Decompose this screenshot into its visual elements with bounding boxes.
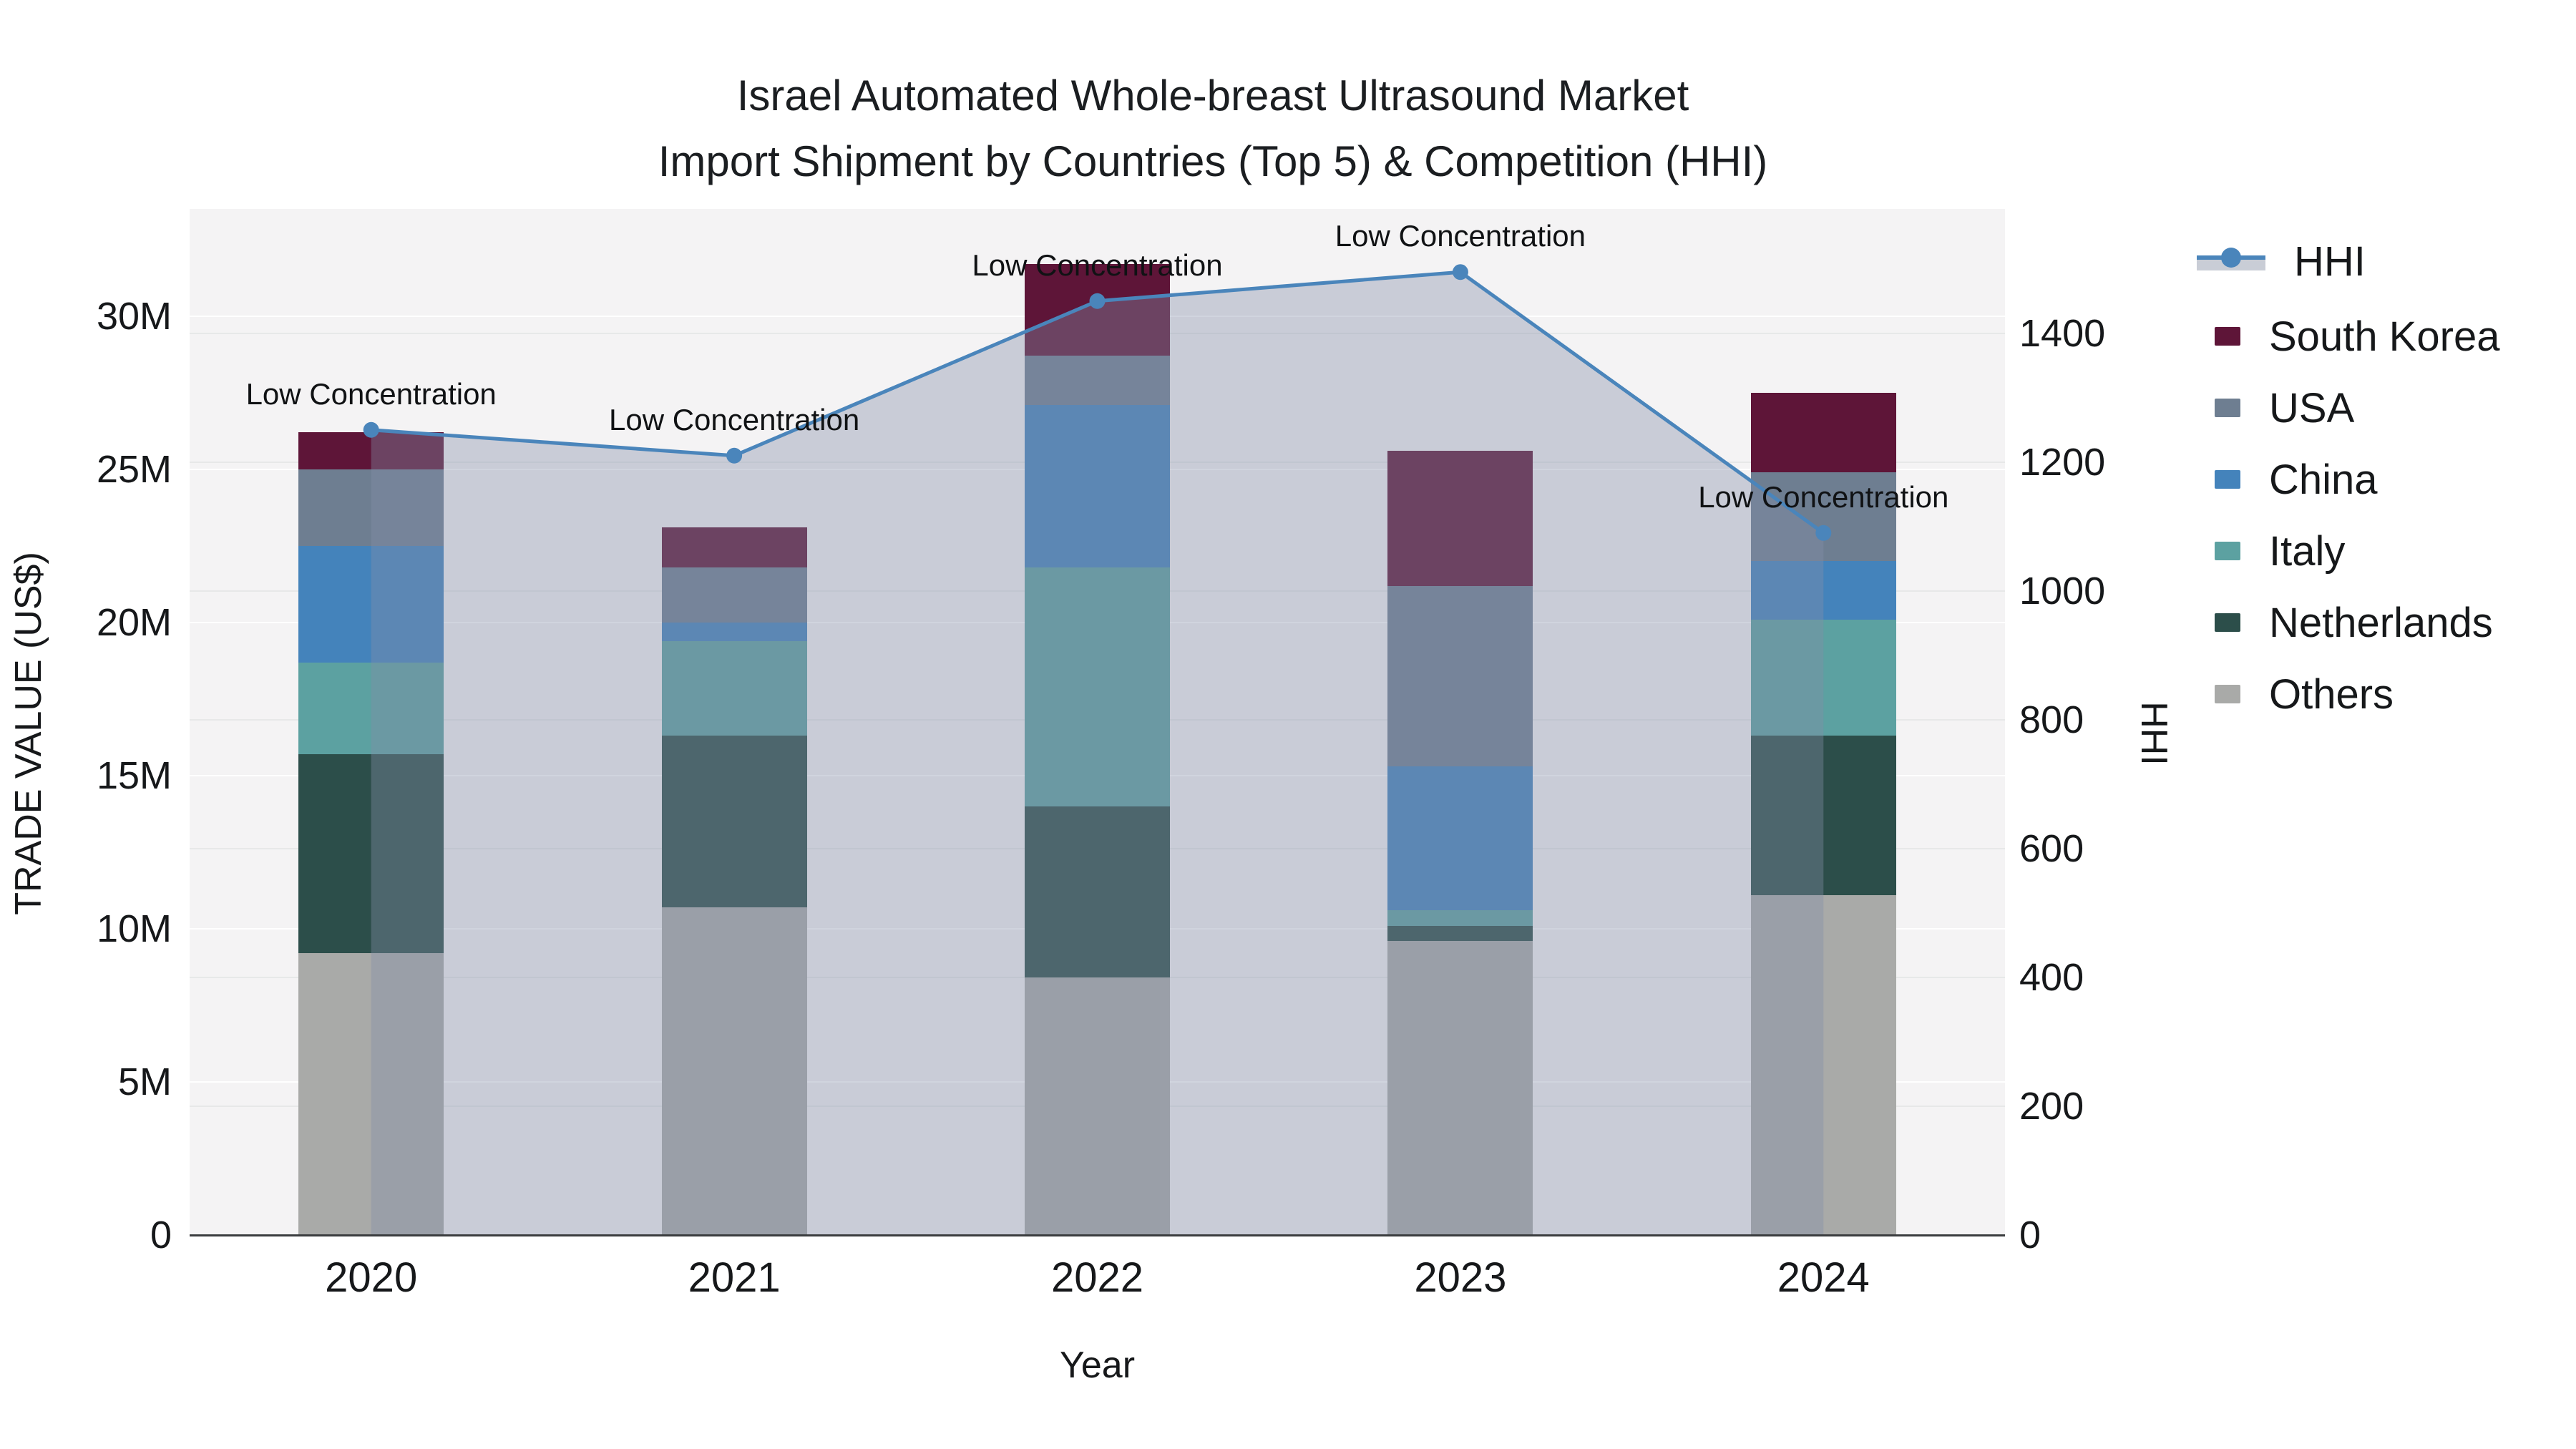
y-right-tick-0: 0	[2019, 1214, 2041, 1257]
y-right-tick-1200: 1200	[2019, 440, 2106, 484]
bar-segment-2021-others[interactable]	[661, 907, 807, 1235]
bar-segment-2022-south-korea[interactable]	[1025, 264, 1170, 356]
y-right-tick-400: 400	[2019, 955, 2084, 999]
hhi-line-overlay	[363, 264, 1832, 1235]
legend-swatch-netherlands	[2215, 613, 2240, 632]
bar-segment-2020-south-korea[interactable]	[298, 432, 444, 469]
legend-item-south-korea[interactable]: South Korea	[2197, 308, 2499, 365]
legend-swatch-usa	[2215, 399, 2240, 417]
x-tick-2023: 2023	[1414, 1254, 1507, 1301]
y-axis-title-left: TRADE VALUE (US$)	[8, 552, 49, 915]
x-axis-line	[190, 1234, 2005, 1236]
y-left-tick-25M: 25M	[96, 447, 172, 491]
annotation-2023: Low Concentration	[1335, 219, 1586, 253]
bar-segment-2022-china[interactable]	[1025, 404, 1170, 567]
legend-label-italy: Italy	[2269, 527, 2346, 575]
chart-title-line1: Israel Automated Whole-breast Ultrasound…	[736, 72, 1689, 119]
hhi-legend-marker-icon	[2197, 247, 2265, 275]
chart-title-line2: Import Shipment by Countries (Top 5) & C…	[658, 137, 1768, 185]
bar-segment-2021-netherlands[interactable]	[661, 736, 807, 907]
bar-segment-2022-others[interactable]	[1025, 977, 1170, 1235]
bar-segment-2020-netherlands[interactable]	[298, 753, 444, 954]
legend-swatch-china	[2215, 470, 2240, 489]
legend-item-hhi[interactable]: HHI	[2197, 233, 2366, 290]
bar-segment-2023-italy[interactable]	[1387, 910, 1533, 926]
bar-segment-2023-china[interactable]	[1387, 766, 1533, 911]
legend-label-usa: USA	[2269, 384, 2355, 431]
bar-segment-2024-china[interactable]	[1750, 561, 1896, 620]
bar-segment-2023-south-korea[interactable]	[1387, 451, 1533, 586]
y-right-tick-1000: 1000	[2019, 569, 2106, 613]
y-left-tick-5M: 5M	[117, 1060, 172, 1103]
y-left-tick-20M: 20M	[96, 600, 172, 644]
bar-segment-2024-usa[interactable]	[1750, 472, 1896, 562]
legend-label-netherlands: Netherlands	[2269, 599, 2493, 646]
legend-item-china[interactable]: China	[2197, 451, 2378, 508]
hhi-dot-icon	[2221, 248, 2241, 268]
y-right-tick-200: 200	[2019, 1084, 2084, 1128]
bar-segment-2022-usa[interactable]	[1025, 356, 1170, 405]
x-tick-2022: 2022	[1050, 1254, 1144, 1301]
x-tick-2020: 2020	[325, 1254, 418, 1301]
y-right-tick-800: 800	[2019, 698, 2084, 741]
annotation-2022: Low Concentration	[972, 248, 1223, 282]
y-left-tick-15M: 15M	[96, 753, 172, 797]
hhi-marker-2020[interactable]	[363, 421, 379, 438]
y-right-tick-600: 600	[2019, 826, 2084, 870]
hhi-marker-2022[interactable]	[1089, 293, 1106, 309]
bar-segment-2021-china[interactable]	[661, 622, 807, 641]
bar-segment-2021-usa[interactable]	[661, 567, 807, 623]
x-tick-2024: 2024	[1777, 1254, 1870, 1301]
bar-segment-2020-italy[interactable]	[298, 662, 444, 754]
plot-area: Low Concentration Low Concentration Low Co…	[190, 209, 2005, 1235]
bar-segment-2020-others[interactable]	[298, 953, 444, 1235]
bar-segment-2022-italy[interactable]	[1025, 567, 1170, 806]
legend-swatch-italy	[2215, 542, 2240, 560]
y-left-tick-30M: 30M	[96, 294, 172, 338]
bar-segment-2022-netherlands[interactable]	[1025, 806, 1170, 978]
bar-segment-2020-usa[interactable]	[298, 469, 444, 546]
legend-item-usa[interactable]: USA	[2197, 379, 2354, 436]
legend-swatch-others	[2215, 685, 2240, 703]
legend-swatch-south-korea	[2215, 327, 2240, 346]
chart-title: Israel Automated Whole-breast Ultrasound…	[0, 63, 2426, 195]
y-axis-title-right: HHI	[2133, 701, 2175, 766]
x-axis-title: Year	[1059, 1345, 1136, 1386]
legend-item-italy[interactable]: Italy	[2197, 522, 2345, 580]
annotation-2024: Low Concentration	[1698, 479, 1949, 514]
annotation-2020: Low Concentration	[245, 376, 497, 411]
legend-item-others[interactable]: Others	[2197, 665, 2394, 723]
bar-segment-2024-south-korea[interactable]	[1750, 392, 1896, 473]
y-left-tick-0: 0	[150, 1214, 172, 1257]
bar-segment-2021-italy[interactable]	[661, 640, 807, 736]
y-right-tick-1400: 1400	[2019, 311, 2106, 355]
hhi-marker-2023[interactable]	[1452, 264, 1468, 280]
legend-item-netherlands[interactable]: Netherlands	[2197, 594, 2493, 651]
bar-segment-2020-china[interactable]	[298, 545, 444, 663]
hhi-marker-2021[interactable]	[726, 447, 743, 464]
annotation-2021: Low Concentration	[608, 402, 860, 436]
hhi-marker-2024[interactable]	[1815, 525, 1832, 541]
hhi-area-fill	[371, 272, 1824, 1235]
y-left-tick-10M: 10M	[96, 907, 172, 950]
bar-segment-2024-others[interactable]	[1750, 894, 1896, 1235]
legend-label-others: Others	[2269, 670, 2394, 718]
bar-segment-2023-others[interactable]	[1387, 941, 1533, 1235]
bar-segment-2021-south-korea[interactable]	[661, 527, 807, 567]
bar-segment-2024-netherlands[interactable]	[1750, 736, 1896, 895]
legend-label-hhi: HHI	[2294, 238, 2366, 285]
bar-segment-2023-usa[interactable]	[1387, 585, 1533, 767]
bar-segment-2024-italy[interactable]	[1750, 619, 1896, 736]
legend-label-south-korea: South Korea	[2269, 313, 2500, 360]
legend-label-china: China	[2269, 456, 2378, 503]
bar-segment-2023-netherlands[interactable]	[1387, 925, 1533, 942]
x-tick-2021: 2021	[688, 1254, 781, 1301]
